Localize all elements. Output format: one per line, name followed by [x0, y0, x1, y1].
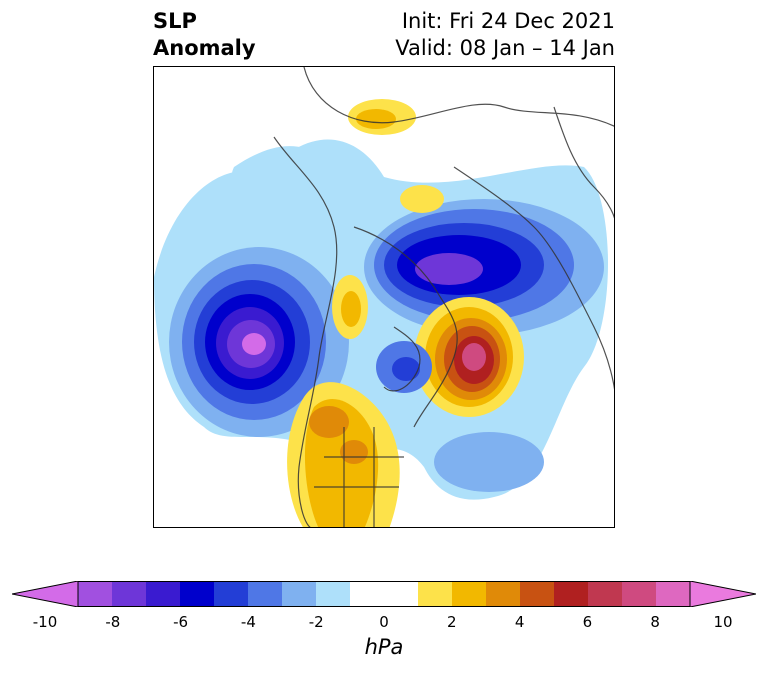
colorbar-tick-label: 10 [713, 613, 733, 631]
polar-map [153, 66, 615, 528]
colorbar-segment [316, 581, 351, 607]
colorbar-tick-label: -10 [32, 613, 58, 631]
colorbar-tick-label: -8 [105, 613, 121, 631]
anomaly-field [154, 67, 614, 527]
colorbar-segment [146, 581, 181, 607]
colorbar-segment [588, 581, 623, 607]
colorbar-tick-label: -2 [308, 613, 324, 631]
colorbar-min-extend [12, 581, 79, 607]
colorbar-tick-label: -6 [173, 613, 189, 631]
colorbar [12, 581, 756, 607]
map-title: SLP Anomaly [153, 8, 256, 62]
colorbar-segment [214, 581, 249, 607]
map-subtitle: Init: Fri 24 Dec 2021 Valid: 08 Jan – 14… [395, 8, 615, 62]
colorbar-units: hPa [364, 635, 404, 659]
colorbar-segment [452, 581, 487, 607]
title-variable: SLP [153, 9, 197, 33]
colorbar-tick-label: 6 [582, 613, 593, 631]
colorbar-segment [350, 581, 385, 607]
colorbar-segment [248, 581, 283, 607]
init-date: Init: Fri 24 Dec 2021 [401, 9, 615, 33]
colorbar-tick-label: 8 [650, 613, 660, 631]
colorbar-segment [486, 581, 521, 607]
title-type: Anomaly [153, 36, 256, 60]
colorbar-tick-label: 0 [379, 613, 389, 631]
colorbar-segment [554, 581, 589, 607]
colorbar-tick-label: 4 [514, 613, 525, 631]
colorbar-segment [384, 581, 419, 607]
colorbar-segment [520, 581, 555, 607]
colorbar-segment [622, 581, 657, 607]
colorbar-segment [180, 581, 215, 607]
colorbar-segment [656, 581, 691, 607]
colorbar-max-extend [689, 581, 756, 607]
colorbar-segment [78, 581, 113, 607]
colorbar-tick-label: -4 [240, 613, 256, 631]
colorbar-segment [282, 581, 317, 607]
valid-range: Valid: 08 Jan – 14 Jan [395, 36, 615, 60]
colorbar-tick-label: 2 [447, 613, 457, 631]
colorbar-segment [112, 581, 147, 607]
coastlines [273, 67, 614, 527]
colorbar-segment [418, 581, 453, 607]
